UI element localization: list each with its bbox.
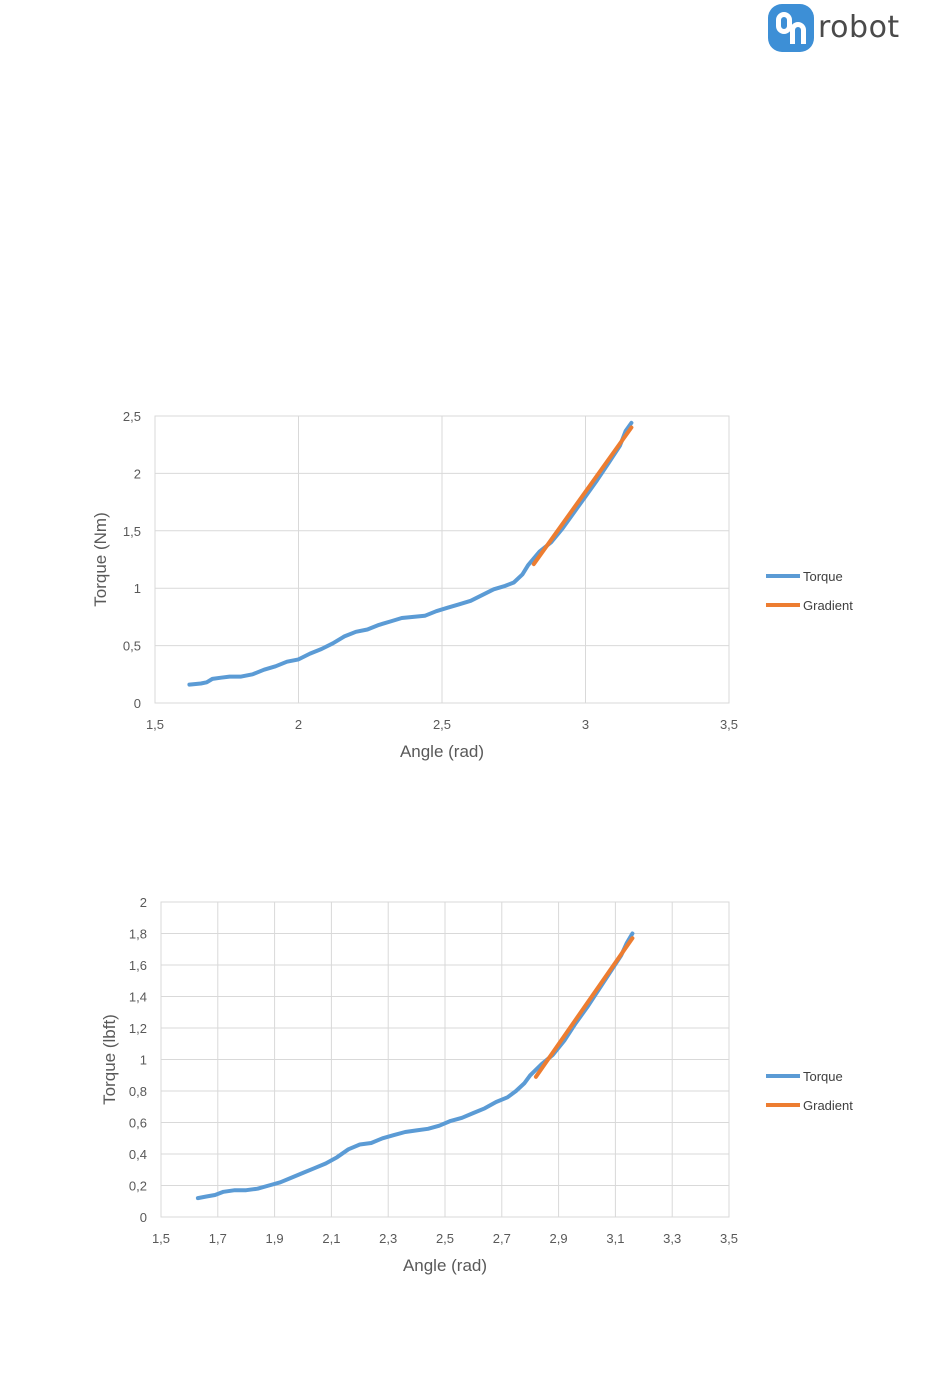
y-tick-label: 1,2 xyxy=(129,1021,147,1036)
onrobot-logo-mark xyxy=(768,4,814,52)
x-tick-label: 1,9 xyxy=(266,1231,284,1246)
y-tick-label: 0,2 xyxy=(129,1179,147,1194)
y-tick-label: 1,5 xyxy=(123,524,141,539)
brand-wordmark: robot xyxy=(818,10,900,45)
y-tick-label: 0 xyxy=(140,1210,147,1225)
x-tick-label: 2,5 xyxy=(433,717,451,732)
y-tick-label: 0,8 xyxy=(129,1084,147,1099)
y-tick-label: 1,4 xyxy=(129,990,147,1005)
series-line-gradient xyxy=(531,425,634,567)
x-tick-label: 3,3 xyxy=(663,1231,681,1246)
legend-label-gradient: Gradient xyxy=(803,598,853,613)
x-axis-title: Angle (rad) xyxy=(403,1256,487,1275)
x-tick-label: 2,7 xyxy=(493,1231,511,1246)
x-axis-title: Angle (rad) xyxy=(400,742,484,761)
x-tick-label: 2,1 xyxy=(322,1231,340,1246)
x-tick-label: 1,7 xyxy=(209,1231,227,1246)
y-tick-label: 2,5 xyxy=(123,409,141,424)
x-tick-label: 1,5 xyxy=(146,717,164,732)
y-tick-label: 0,5 xyxy=(123,639,141,654)
y-tick-label: 0,6 xyxy=(129,1116,147,1131)
x-tick-label: 3,5 xyxy=(720,1231,738,1246)
series-line-torque xyxy=(195,931,635,1201)
y-tick-label: 1 xyxy=(140,1053,147,1068)
y-tick-label: 2 xyxy=(134,466,141,481)
x-tick-label: 2,5 xyxy=(436,1231,454,1246)
x-tick-label: 3 xyxy=(582,717,589,732)
legend-label-torque: Torque xyxy=(803,1069,843,1084)
y-tick-label: 1,8 xyxy=(129,927,147,942)
y-tick-label: 0 xyxy=(134,696,141,711)
y-tick-label: 2 xyxy=(140,895,147,910)
y-tick-label: 0,4 xyxy=(129,1147,147,1162)
x-tick-label: 1,5 xyxy=(152,1231,170,1246)
legend-label-torque: Torque xyxy=(803,569,843,584)
x-tick-label: 2 xyxy=(295,717,302,732)
onrobot-logo: robot xyxy=(768,4,900,54)
x-tick-label: 2,3 xyxy=(379,1231,397,1246)
y-tick-label: 1 xyxy=(134,581,141,596)
series-line-gradient xyxy=(533,936,635,1079)
y-tick-label: 1,6 xyxy=(129,958,147,973)
x-tick-label: 3,5 xyxy=(720,717,738,732)
x-tick-label: 3,1 xyxy=(606,1231,624,1246)
y-axis-title: Torque (lbft) xyxy=(100,1014,119,1105)
y-axis-title: Torque (Nm) xyxy=(91,512,110,606)
torque-nm-chart: 0 0,5 1 1,5 2 2,5 1,5 2 2,5 3 3,5 Angle (rad) Torque… xyxy=(91,409,853,761)
x-tick-label: 2,9 xyxy=(550,1231,568,1246)
legend-label-gradient: Gradient xyxy=(803,1098,853,1113)
series-line-torque xyxy=(187,420,634,687)
